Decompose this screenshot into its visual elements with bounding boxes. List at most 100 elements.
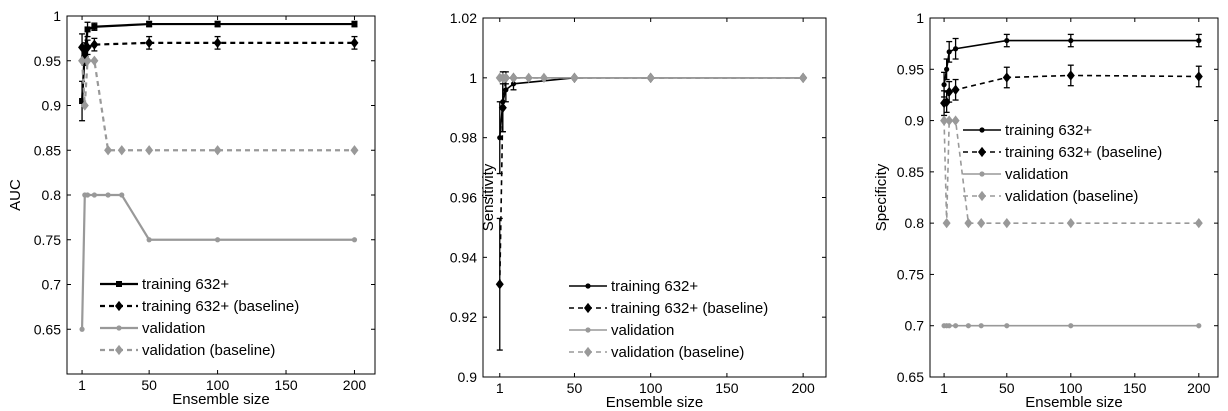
data-point	[1004, 37, 1010, 44]
chart-panel-1: 1 50 100 150 2000.650.70.750.80.850.90.951En…	[7, 8, 376, 408]
series-line	[80, 22, 355, 102]
series-line	[498, 77, 804, 285]
legend-label: validation	[611, 322, 674, 339]
legend: training 632+ training 632+ (baseline) val…	[963, 122, 1162, 205]
series-line	[80, 59, 355, 152]
y-axis-label: Specificity	[873, 163, 890, 231]
data-point	[104, 145, 113, 156]
legend-swatch-marker	[977, 146, 987, 158]
legend-label: training 632+	[1005, 122, 1092, 139]
data-point	[942, 96, 951, 108]
x-tick-label: 200	[343, 377, 367, 393]
legend-swatch-marker	[585, 327, 591, 333]
series-3	[79, 192, 358, 332]
data-point	[79, 98, 86, 105]
data-point	[214, 21, 221, 28]
series-4	[78, 55, 359, 156]
y-tick-label: 1	[916, 10, 924, 26]
data-point	[145, 145, 154, 156]
legend-swatch-marker	[979, 171, 985, 177]
y-tick-label: 0.85	[897, 164, 924, 180]
data-point	[1002, 217, 1011, 229]
y-tick-label: 0.98	[450, 130, 477, 146]
series-2	[940, 64, 1203, 117]
y-tick-label: 0.96	[450, 190, 477, 206]
data-point	[799, 72, 808, 83]
data-point	[350, 145, 359, 156]
data-point	[509, 72, 518, 83]
data-point	[350, 37, 359, 49]
data-point	[1004, 323, 1010, 329]
x-tick-label: 150	[1123, 380, 1147, 396]
data-point	[946, 49, 952, 55]
data-point	[1066, 217, 1075, 229]
data-point	[90, 55, 99, 66]
data-point	[117, 145, 126, 156]
y-tick-label: 1	[53, 8, 61, 24]
data-point	[78, 42, 87, 53]
data-point	[1196, 323, 1202, 329]
data-point	[495, 279, 504, 290]
legend-swatch-marker	[583, 302, 593, 314]
y-tick-label: 0.94	[450, 249, 477, 265]
data-point	[213, 145, 222, 156]
data-point	[119, 192, 125, 198]
data-point	[964, 217, 973, 229]
data-point	[351, 21, 358, 28]
legend-swatch-marker	[116, 281, 122, 287]
legend-swatch-marker	[977, 190, 987, 202]
series-line	[943, 119, 1199, 224]
data-point	[945, 86, 954, 98]
data-point	[213, 37, 222, 49]
data-point	[965, 323, 972, 329]
data-point	[510, 81, 517, 87]
x-tick-label: 100	[206, 377, 230, 393]
series-1	[941, 33, 1202, 98]
data-point	[646, 72, 655, 83]
legend-label: training 632+	[142, 276, 229, 293]
x-tick-label: 100	[639, 380, 663, 396]
data-point	[539, 72, 548, 83]
data-point	[977, 217, 986, 229]
data-point	[497, 135, 503, 141]
legend-label: validation (baseline)	[611, 344, 744, 361]
x-tick-label: 200	[791, 380, 815, 396]
legend-swatch-marker	[583, 346, 593, 358]
data-point	[1066, 70, 1075, 81]
y-tick-label: 0.7	[42, 277, 62, 293]
y-tick-label: 0.85	[34, 142, 61, 158]
data-point	[1194, 217, 1203, 229]
y-tick-label: 0.9	[905, 113, 925, 129]
legend-label: training 632+ (baseline)	[1005, 144, 1162, 161]
y-tick-label: 1.02	[450, 10, 477, 26]
data-point	[945, 115, 954, 126]
data-point	[978, 323, 984, 329]
data-point	[91, 192, 97, 198]
data-point	[1068, 323, 1074, 329]
x-tick-label: 1	[496, 380, 504, 396]
data-point	[946, 323, 952, 329]
y-tick-label: 0.75	[34, 232, 61, 248]
legend: training 632+ training 632+ (baseline) val…	[100, 276, 299, 359]
data-point	[941, 82, 947, 88]
x-tick-label: 50	[141, 377, 157, 393]
legend-swatch-marker	[979, 127, 985, 133]
data-point	[84, 192, 91, 198]
y-tick-label: 0.9	[458, 369, 478, 385]
y-tick-label: 0.65	[34, 321, 61, 337]
series-3	[941, 323, 1202, 329]
legend-swatch-marker	[116, 325, 122, 331]
data-point	[214, 237, 221, 243]
legend-swatch-marker	[585, 283, 591, 289]
data-point	[951, 84, 960, 95]
y-tick-label: 0.9	[42, 98, 62, 114]
x-tick-label: 1	[940, 380, 948, 396]
y-tick-label: 0.65	[897, 369, 924, 385]
y-tick-label: 0.8	[905, 215, 925, 231]
series-4	[940, 115, 1203, 229]
data-point	[83, 55, 92, 66]
y-tick-label: 0.95	[897, 61, 924, 77]
legend-swatch-marker	[114, 344, 124, 356]
data-point	[145, 37, 154, 49]
